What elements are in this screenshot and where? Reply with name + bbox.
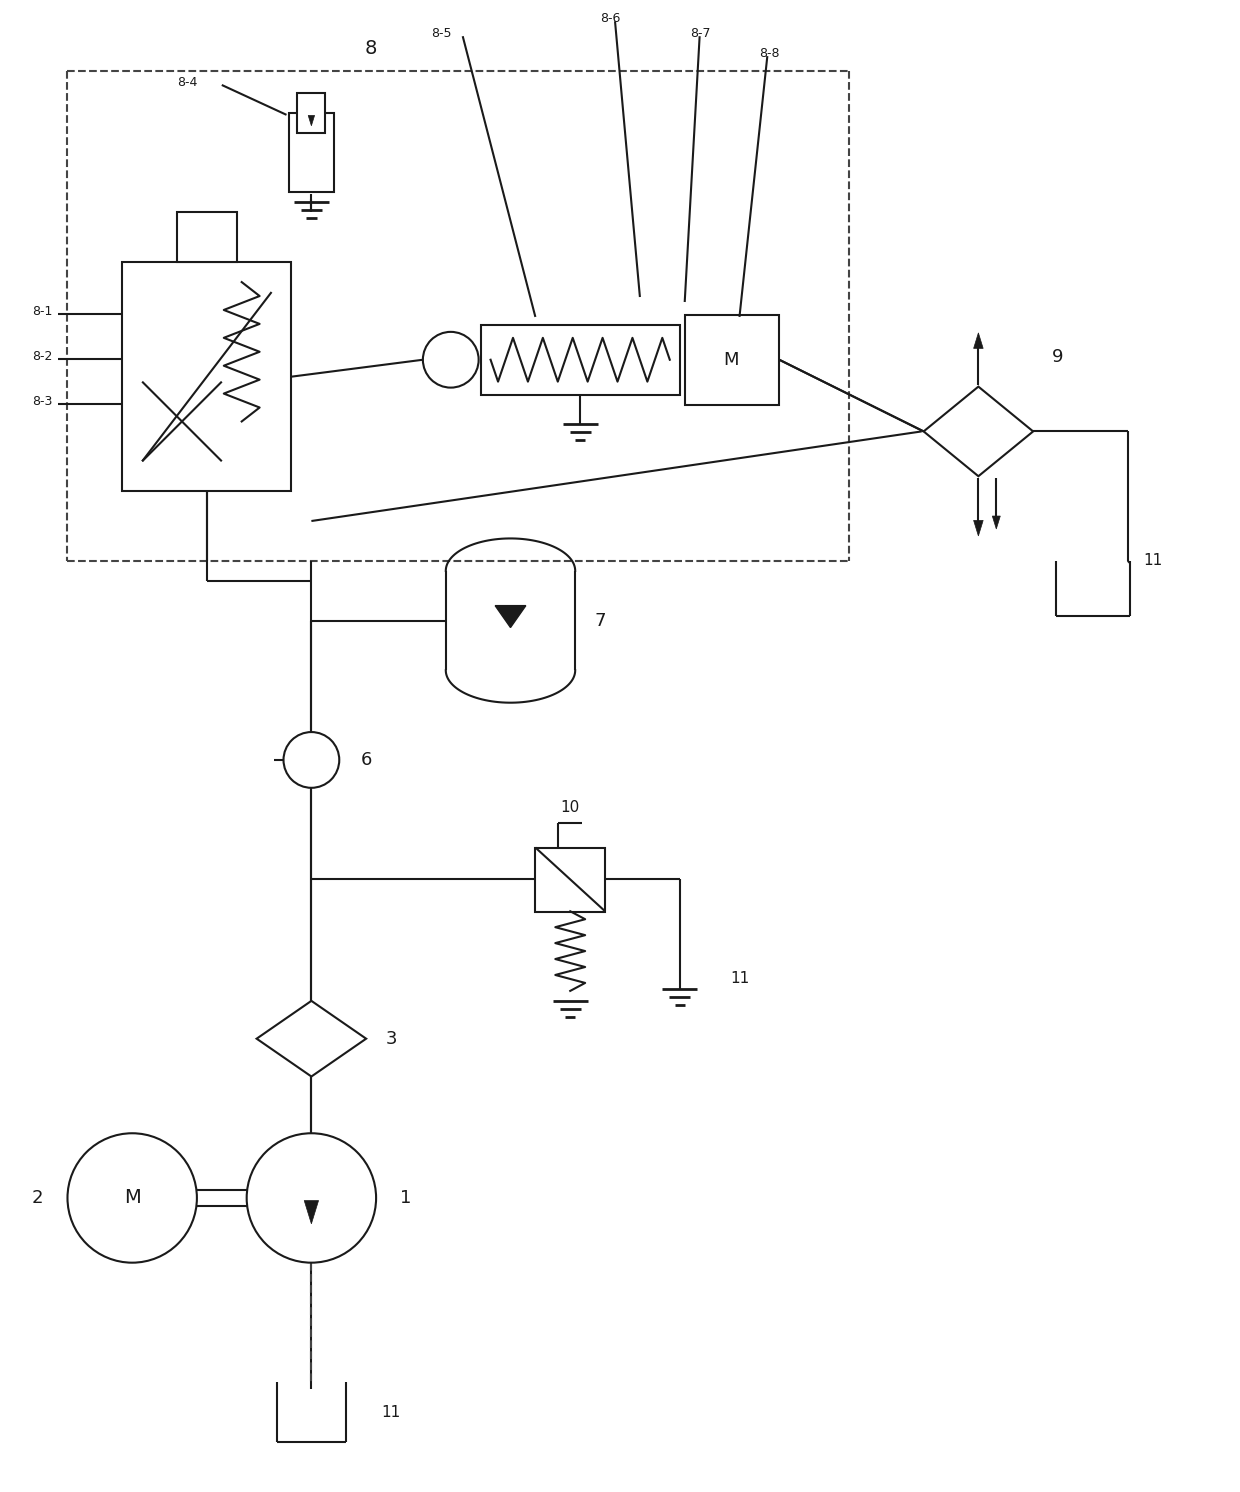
Text: 8-2: 8-2 [32,351,52,363]
Text: 3: 3 [386,1029,397,1047]
Text: 8-5: 8-5 [430,27,451,40]
Bar [177,212,237,263]
Text: 8-1: 8-1 [32,306,52,318]
Text: 8-8: 8-8 [759,46,780,60]
Text: 7: 7 [594,612,606,630]
Text: M: M [124,1189,140,1207]
Polygon shape [309,115,315,125]
Circle shape [423,331,479,388]
Text: 11: 11 [382,1404,401,1419]
Text: 8-6: 8-6 [600,12,620,25]
Circle shape [67,1134,197,1262]
Polygon shape [992,516,1001,530]
Polygon shape [973,521,983,536]
Text: 9: 9 [1053,348,1064,366]
Text: 8-7: 8-7 [689,27,711,40]
Text: 8-3: 8-3 [32,395,52,407]
Polygon shape [924,386,1033,476]
Polygon shape [973,333,983,349]
Polygon shape [304,1201,319,1223]
Text: 8: 8 [365,39,377,58]
Bar [289,113,335,192]
Text: M: M [724,351,739,369]
Bar [123,263,291,491]
Text: 8-4: 8-4 [177,76,197,90]
Bar [536,847,605,912]
Polygon shape [257,1001,366,1077]
Bar [684,315,779,404]
Text: 11: 11 [1143,554,1162,568]
Circle shape [247,1134,376,1262]
Text: 6: 6 [361,750,372,768]
Polygon shape [495,606,526,628]
Text: 11: 11 [730,971,749,986]
Circle shape [284,733,340,788]
Bar [298,93,325,133]
Text: 2: 2 [32,1189,43,1207]
Bar [481,325,680,394]
Text: 10: 10 [560,800,580,815]
Text: 1: 1 [401,1189,412,1207]
